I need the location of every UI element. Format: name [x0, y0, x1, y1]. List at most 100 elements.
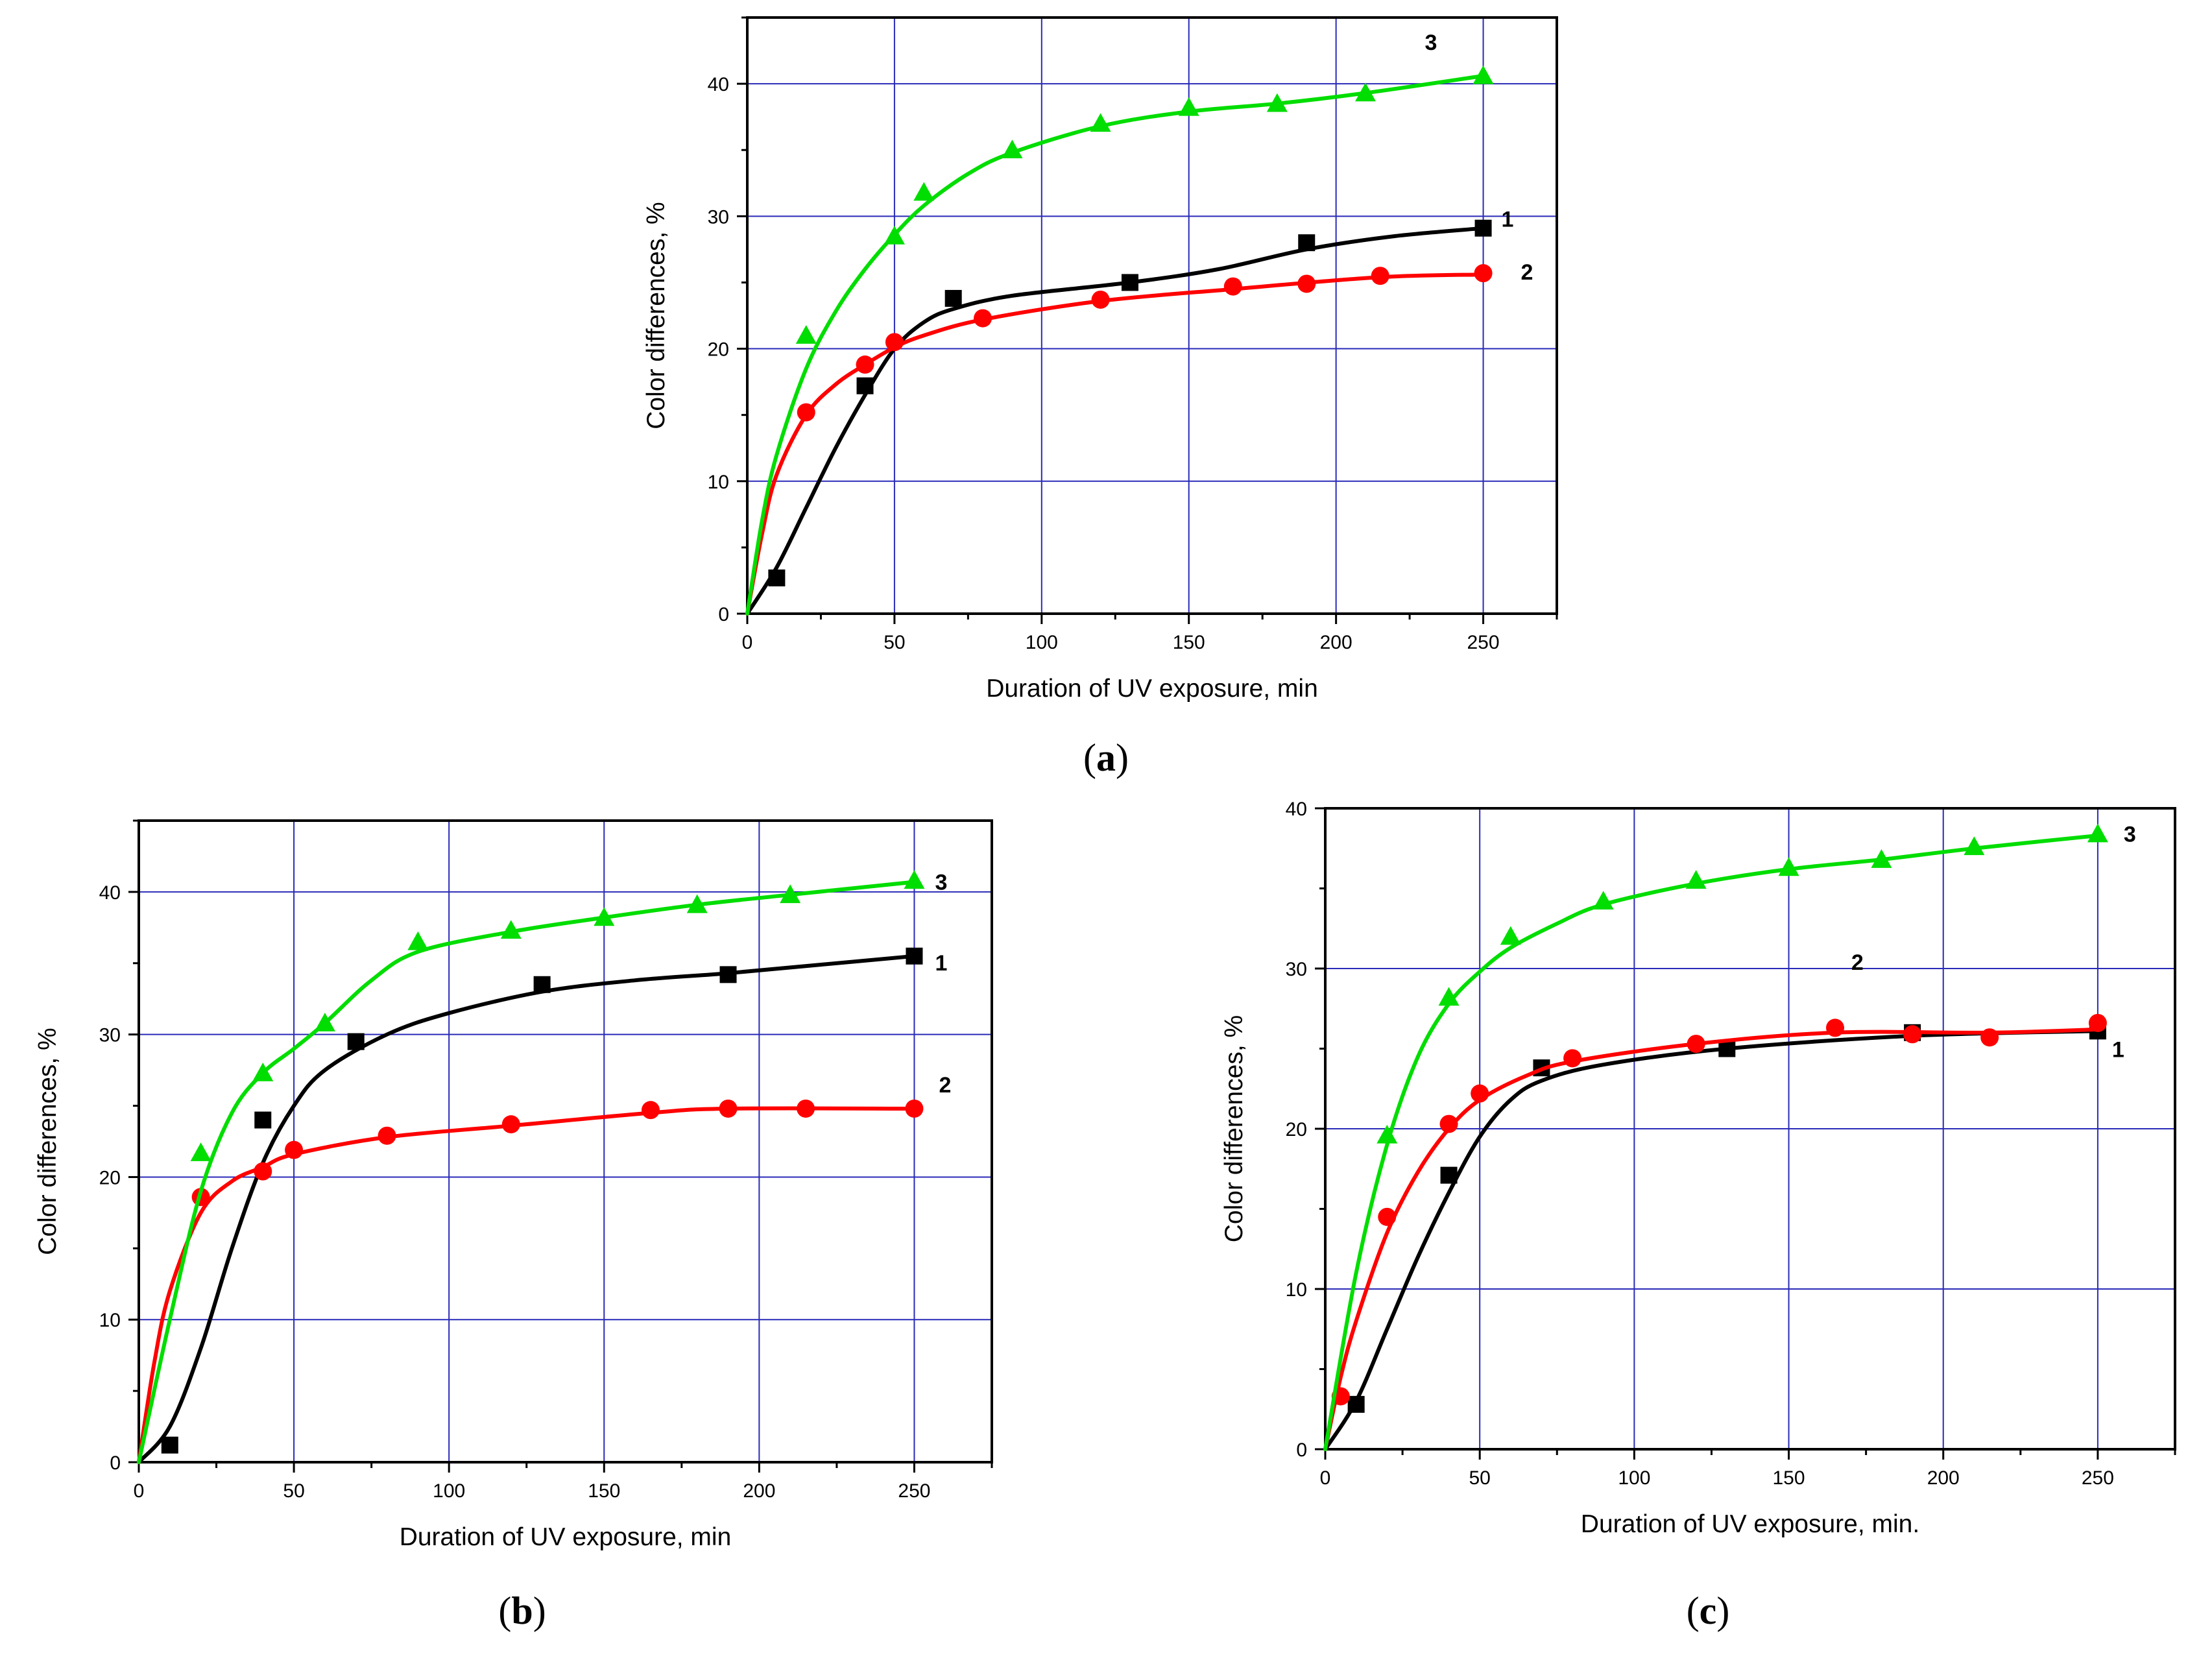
y-tick-label: 10	[1286, 1279, 1307, 1301]
panel-caption-a: (a)	[1083, 736, 1129, 779]
series-1-point	[161, 1436, 178, 1454]
series-1-point	[719, 966, 737, 983]
panel-c: 0 50 100 150 200 250 0 10 20 30 40 Duration of UV e…	[1220, 799, 2176, 1632]
series-2-line	[137, 1106, 917, 1464]
plot-frame	[746, 16, 1558, 615]
series-2: 2	[745, 260, 1533, 616]
series-3-point	[1355, 82, 1376, 102]
series-3-point	[884, 225, 905, 245]
x-tick-label: 150	[1173, 632, 1205, 653]
series-3-label: 3	[2124, 823, 2136, 847]
series-2-point	[1297, 274, 1316, 293]
series-1-point	[906, 947, 923, 965]
x-tick-label: 250	[898, 1480, 930, 1502]
panel-b: 0 50 100 150 200 250 0 10 20 30 40 Duration of UV e…	[34, 819, 993, 1632]
y-tick-label: 40	[99, 882, 121, 904]
series-3-line	[745, 73, 1485, 616]
series-3-point	[1500, 926, 1521, 945]
x-axis-label: Duration of UV exposure, min.	[1581, 1510, 1919, 1538]
series-3-point	[1871, 849, 1892, 868]
x-tick-label: 50	[1469, 1467, 1490, 1489]
series-1-line	[137, 954, 917, 1464]
y-tick-label: 30	[1286, 959, 1307, 980]
y-tick-label: 0	[110, 1452, 121, 1474]
series-3-point	[1090, 113, 1111, 132]
series-1-label: 1	[2112, 1037, 2124, 1062]
y-tick-label: 10	[99, 1310, 121, 1331]
series-2-line	[1323, 1027, 2100, 1451]
series-2-point	[885, 333, 904, 352]
x-tick-label: 250	[1467, 632, 1500, 653]
x-tick-label: 200	[1927, 1467, 1960, 1489]
series-1-label: 1	[935, 951, 947, 976]
series-3-point	[1778, 857, 1799, 876]
series-2-point	[1980, 1028, 1999, 1047]
x-tick-label: 150	[1773, 1467, 1805, 1489]
x-tick-label: 250	[2082, 1467, 2114, 1489]
series-3-point	[1178, 97, 1199, 116]
y-tick-label: 20	[99, 1167, 121, 1188]
series-1-point	[254, 1111, 272, 1129]
series-3-point	[795, 325, 817, 344]
series-3-point	[686, 894, 708, 913]
series-2: 2	[1323, 950, 2107, 1451]
series-2-label: 2	[1521, 260, 1533, 285]
y-tick-label: 30	[99, 1025, 121, 1046]
series-3-point	[407, 931, 429, 950]
series-2-point	[1371, 267, 1389, 285]
series-1-line	[1323, 1029, 2100, 1451]
series-2-point	[642, 1101, 660, 1120]
series-3-point	[913, 182, 935, 201]
series-3: 3	[137, 870, 947, 1464]
series-2-point	[501, 1115, 520, 1134]
series-1: 1	[1323, 1022, 2124, 1451]
plot-frame	[138, 819, 993, 1463]
series-2-point	[2088, 1013, 2107, 1032]
series-3: 3	[1323, 823, 2136, 1451]
series-3-point	[2087, 823, 2108, 843]
x-axis-label: Duration of UV exposure, min	[986, 675, 1318, 703]
y-tick-label: 20	[1286, 1119, 1307, 1140]
series-2-point	[254, 1162, 272, 1181]
panel-caption-c: (c)	[1687, 1589, 1730, 1632]
y-axis-label: Color differences, %	[1220, 1015, 1248, 1242]
series-1-label: 1	[1502, 208, 1514, 232]
x-tick-label: 100	[433, 1480, 465, 1502]
y-axis-label: Color differences, %	[34, 1028, 62, 1255]
series-3-point	[1376, 1124, 1398, 1144]
y-tick-label: 40	[708, 74, 729, 95]
x-tick-label: 150	[588, 1480, 620, 1502]
series-1: 1	[137, 947, 947, 1464]
y-tick-label: 10	[708, 472, 729, 493]
y-tick-label: 40	[1286, 799, 1307, 820]
series-3-label: 3	[935, 870, 947, 895]
series-3-point	[1473, 65, 1494, 84]
x-tick-label: 0	[1320, 1467, 1331, 1489]
series-3-point	[252, 1063, 274, 1081]
y-axis-label: Color differences, %	[642, 202, 670, 429]
series-3-point	[1266, 93, 1288, 112]
series-1-line	[745, 226, 1485, 616]
series-2-label: 2	[939, 1073, 951, 1098]
x-tick-label: 200	[743, 1480, 775, 1502]
series-1: 1	[745, 208, 1514, 616]
series-3-point	[1438, 987, 1460, 1006]
series-3-point	[904, 870, 925, 889]
series-3-point	[1002, 139, 1023, 159]
series-2-point	[905, 1099, 924, 1118]
x-tick-label: 200	[1320, 632, 1352, 653]
series-2-point	[1223, 277, 1242, 296]
series-1-point	[533, 976, 551, 993]
x-tick-label: 0	[742, 632, 753, 653]
series-2-point	[1687, 1035, 1705, 1054]
series-2-point	[1903, 1025, 1922, 1044]
series-1-point	[768, 569, 786, 586]
series-3-line	[1323, 834, 2100, 1451]
series-3-point	[1964, 836, 1985, 856]
series-3-point	[780, 884, 801, 904]
x-tick-label: 100	[1026, 632, 1058, 653]
panel-caption-b: (b)	[498, 1589, 546, 1632]
y-tick-label: 30	[708, 206, 729, 228]
series-2: 2	[137, 1073, 951, 1464]
